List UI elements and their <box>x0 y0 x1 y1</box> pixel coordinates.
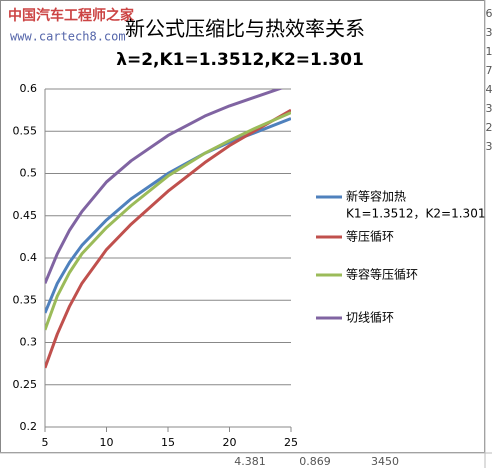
x-tick-label: 10 <box>100 436 114 449</box>
watermark-url: www.cartech8.com <box>10 30 126 44</box>
y-tick-label: 0.35 <box>13 293 38 306</box>
side-digit: 2 <box>486 121 492 134</box>
x-tick-label: 5 <box>42 436 49 449</box>
x-tick-label: 20 <box>223 436 237 449</box>
legend-label: 切线循环 <box>346 311 394 325</box>
side-digit: 7 <box>486 64 492 77</box>
bottom-cell: 0.869 <box>299 455 331 468</box>
bottom-cell: 3450 <box>371 455 399 468</box>
bottom-cells: 4.381 0.869 3450 <box>234 455 399 468</box>
y-tick-label: 0.25 <box>13 378 38 391</box>
y-tick-label: 0.55 <box>13 124 38 137</box>
side-digit: 3 <box>486 140 492 153</box>
y-tick-label: 0.5 <box>20 167 38 180</box>
x-tick-label: 15 <box>161 436 175 449</box>
side-digit: 4 <box>486 83 492 96</box>
bottom-cell: 4.381 <box>234 455 266 468</box>
y-tick-label: 0.3 <box>20 336 38 349</box>
chart-title: 新公式压缩比与热效率关系 <box>125 17 365 41</box>
legend-label: 新等容加热 <box>346 189 406 204</box>
legend-note: K1=1.3512，K2=1.301 <box>346 207 485 221</box>
y-tick-label: 0.4 <box>20 251 38 264</box>
side-digit: 1 <box>486 45 492 58</box>
side-digit: 6 <box>486 7 492 20</box>
legend-label: 等容等压循环 <box>346 267 418 282</box>
y-tick-label: 0.2 <box>20 420 38 433</box>
side-digit: 3 <box>486 102 492 115</box>
side-digit: 3 <box>486 26 492 39</box>
watermark-name: 中国汽车工程师之家 <box>8 7 135 24</box>
legend-label: 等压循环 <box>346 230 394 244</box>
side-digits: 6 3 1 7 4 3 2 3 <box>486 7 492 153</box>
x-tick-label: 25 <box>284 436 298 449</box>
y-tick-label: 0.6 <box>20 82 38 95</box>
chart-subtitle: λ=2,K1=1.3512,K2=1.301 <box>116 50 364 70</box>
y-tick-label: 0.45 <box>13 209 38 222</box>
